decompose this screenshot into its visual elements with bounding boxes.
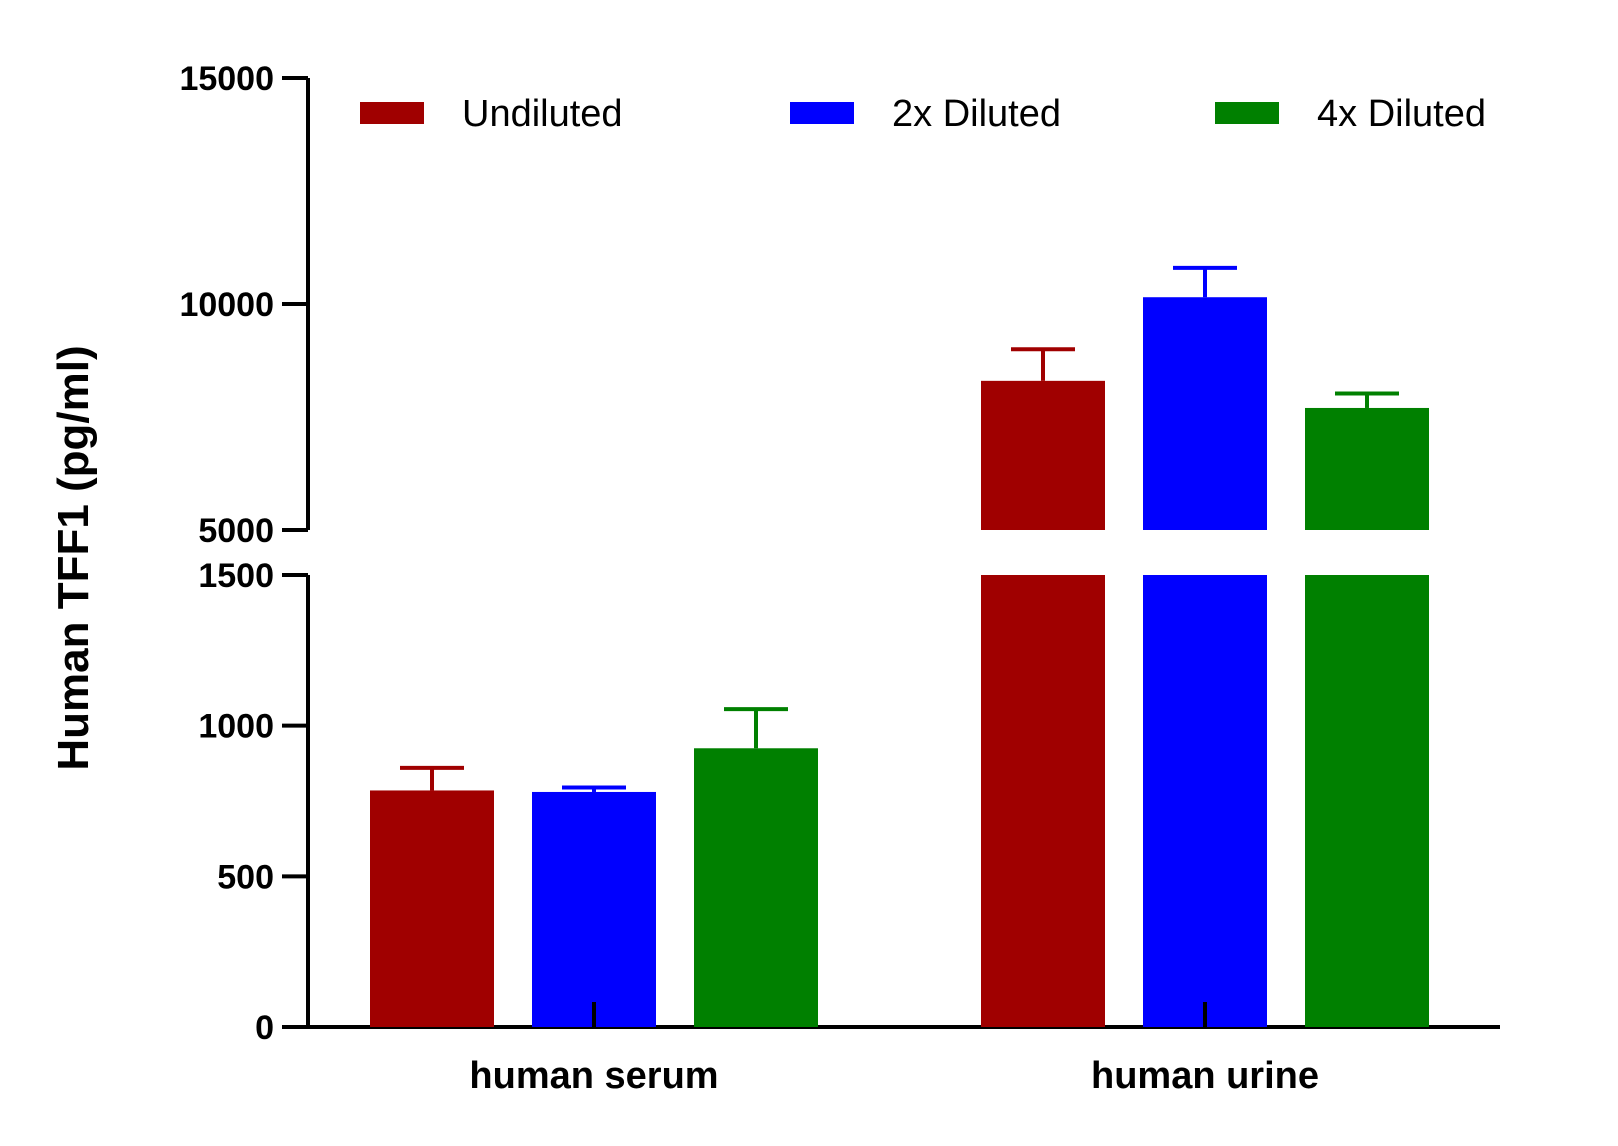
bar [532, 791, 656, 1027]
bar [370, 790, 494, 1027]
y-tick-label: 500 [217, 858, 274, 896]
bar [1143, 297, 1267, 530]
x-tick-label: human serum [469, 1055, 718, 1097]
legend-label: 2x Diluted [892, 93, 1061, 135]
bar [1305, 407, 1429, 530]
legend-swatch [360, 102, 424, 124]
y-tick-label: 5000 [198, 512, 274, 550]
legend-label: 4x Diluted [1317, 93, 1486, 135]
y-tick-label: 15000 [179, 60, 274, 98]
y-axis-title: Human TFF1 (pg/ml) [49, 345, 98, 770]
legend-label: Undiluted [462, 93, 623, 135]
bar [981, 380, 1105, 530]
y-tick-label: 10000 [179, 286, 274, 324]
legend-swatch [1215, 102, 1279, 124]
y-tick-label: 1500 [198, 557, 274, 595]
bar-segment-lower [1305, 575, 1429, 1027]
bar [694, 748, 818, 1027]
y-tick-label: 0 [255, 1009, 274, 1047]
bar-segment-lower [981, 575, 1105, 1027]
legend-swatch [790, 102, 854, 124]
bar-segment-lower [1143, 575, 1267, 1027]
x-tick-label: human urine [1091, 1055, 1319, 1097]
y-tick-label: 1000 [198, 708, 274, 746]
